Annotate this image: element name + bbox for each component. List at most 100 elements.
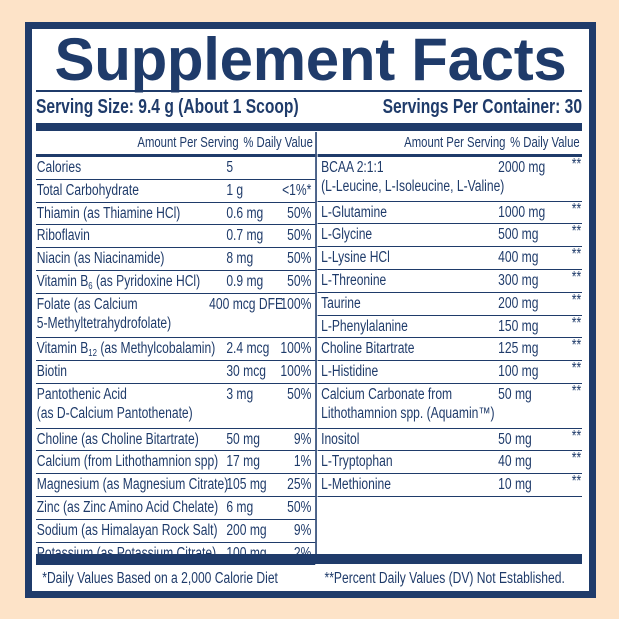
nutrient-daily-value: 50% [287,272,312,290]
nutrient-daily-value: 100% [280,363,312,381]
nutrient-amount: 200 mg [498,294,539,312]
nutrient-name-line: Vitamin B [36,340,89,358]
nutrient-amount: 500 mg [498,226,539,244]
nutrient-row: L-Phenylalanine 150 mg ** [317,314,582,339]
nutrient-amount: 400 mg [498,249,539,267]
nutrient-name-line: Calcium Carbonate from [321,385,453,403]
nutrient-row: Biotin 30 mcg 100% [36,361,316,384]
serving-size: Serving Size: 9.4 g (About 1 Scoop) [36,96,299,118]
nutrient-name: Calcium (from Lithothamnion spp) [37,452,218,471]
nutrient-amount: 6 mg [226,498,254,516]
nutrient-row: L-Glutamine 1000 mg ** [317,200,582,225]
nutrient-subscript: 12 [88,348,97,360]
nutrient-name-line: Calories [36,159,82,176]
nutrient-daily-value: ** [571,156,582,173]
nutrient-daily-value: ** [571,382,582,400]
nutrient-daily-value: ** [571,223,582,241]
nutrient-name: Folate (as Calcium 5-Methyltetrahydrofola… [37,295,171,333]
nutrient-row: L-Histidine 100 mg ** [317,360,582,384]
column-header: Amount Per Serving% Daily Value [317,132,582,157]
nutrient-name: L-Tryptophan [321,452,392,471]
footnotes: *Daily Values Based on a 2,000 Calorie D… [36,566,582,592]
nutrient-name-line: Choline (as Choline Bitartrate) [36,430,199,448]
nutrient-daily-value: 50% [287,250,312,268]
top-thick-bar [36,123,582,131]
nutrient-name-line: Zinc (as Zinc Amino Acid Chelate) [36,498,219,516]
nutrient-name: Vitamin B6 (as Pyridoxine HCl) [36,272,201,292]
nutrient-amount: 17 mg [226,453,260,471]
nutrient-name: L-Methionine [321,475,391,494]
column-header: Amount Per Serving% Daily Value [36,132,316,157]
nutrient-name-line: (L-Leucine, L-Isoleucine, L-Valine) [321,178,505,195]
nutrient-name-line: BCAA 2:1:1 [321,159,384,176]
nutrient-amount: 2000 mg [498,159,546,176]
nutrient-daily-value: ** [571,268,582,286]
nutrient-row: L-Lysine HCl 400 mg ** [317,246,582,270]
nutrient-daily-value: ** [571,200,582,218]
nutrient-daily-value: ** [571,360,582,378]
nutrient-amount: 300 mg [498,271,539,289]
nutrient-name-rest: (as Pyridoxine HCl) [92,272,201,290]
nutrient-name-line: Vitamin B [36,272,89,290]
nutrient-daily-value: ** [571,246,582,264]
nutrient-daily-value: 50% [287,498,312,516]
nutrient-amount: 0.7 mg [226,227,264,245]
nutrient-daily-value: 9% [293,521,312,539]
nutrient-amount: 400 mcg DFE [209,295,284,313]
nutrient-row: L-Methionine 10 mg ** [317,473,582,497]
nutrient-name-line: Niacin (as Niacinamide) [36,250,165,268]
nutrient-name: Calories [37,158,81,177]
nutrient-amount: 0.9 mg [226,272,264,290]
nutrient-name-line: Biotin [36,363,68,381]
nutrient-name: Taurine [321,294,361,313]
nutrient-name: Choline (as Choline Bitartrate) [37,430,199,449]
nutrient-name: L-Lysine HCl [321,248,390,267]
nutrient-name-line: Sodium (as Himalayan Rock Salt) [36,521,218,539]
nutrient-row: BCAA 2:1:1 (L-Leucine, L-Isoleucine, L-Va… [317,156,582,202]
dv-header: % Daily Value [243,135,313,151]
nutrient-daily-value: ** [571,473,582,491]
nutrient-row: Sodium (as Himalayan Rock Salt) 200 mg 9% [36,520,316,543]
nutrient-name: Zinc (as Zinc Amino Acid Chelate) [37,498,218,517]
nutrient-daily-value: ** [571,450,582,468]
nutrient-name: Thiamin (as Thiamine HCl) [37,204,181,223]
nutrient-name-line: Choline Bitartrate [321,340,415,358]
nutrient-daily-value: ** [571,314,582,332]
nutrient-name: L-Histidine [321,362,378,381]
dv-header: % Daily Value [510,135,580,151]
nutrient-name: Inositol [321,430,359,449]
nutrient-name-line: L-Glutamine [321,203,387,221]
nutrient-daily-value: 25% [287,476,312,494]
nutrient-amount: 2.4 mcg [226,340,270,358]
title-divider [36,90,582,92]
nutrient-amount: 5 [226,159,234,176]
nutrient-name: Niacin (as Niacinamide) [37,249,165,268]
nutrient-name-line: L-Methionine [321,476,391,494]
nutrient-name-line: Total Carbohydrate [36,181,139,199]
nutrient-name: L-Threonine [321,271,386,290]
nutrient-amount: 150 mg [498,317,539,335]
nutrient-row: Folate (as Calcium 5-Methyltetrahydrofola… [36,294,316,339]
nutrient-name-line: (as D-Calcium Pantothenate) [36,404,193,422]
nutrient-amount: 1 g [226,181,244,199]
nutrient-amount: 0.6 mg [226,204,264,222]
nutrient-amount: 10 mg [498,476,532,494]
nutrient-amount: 200 mg [226,521,267,539]
bottom-thick-bar [36,554,582,564]
right-nutrient-column: Amount Per Serving% Daily Value BCAA 2:1… [317,132,582,554]
nutrient-row: Thiamin (as Thiamine HCl) 0.6 mg 50% [36,203,316,226]
nutrient-amount: 3 mg [226,385,254,403]
nutrient-name: Magnesium (as Magnesium Citrate) [37,475,229,494]
nutrient-name-line: Thiamin (as Thiamine HCl) [36,204,181,222]
nutrient-name-line: Calcium (from Lithothamnion spp) [36,453,219,471]
nutrient-amount: 125 mg [498,340,539,358]
nutrient-amount: 100 mg [498,363,539,381]
nutrient-row: Vitamin B12 (as Methylcobalamin) 2.4 mcg 1… [36,338,316,362]
nutrient-name: Choline Bitartrate [321,339,414,358]
nutrient-row: Zinc (as Zinc Amino Acid Chelate) 6 mg 50% [36,497,316,520]
nutrient-name-line: L-Lysine HCl [321,249,390,267]
nutrient-row: Vitamin B6 (as Pyridoxine HCl) 0.9 mg 50% [36,271,316,294]
nutrient-name-line: L-Glycine [321,226,373,244]
nutrient-name: Calcium Carbonate from Lithothamnion spp.… [321,385,494,423]
nutrient-daily-value: ** [571,337,582,355]
